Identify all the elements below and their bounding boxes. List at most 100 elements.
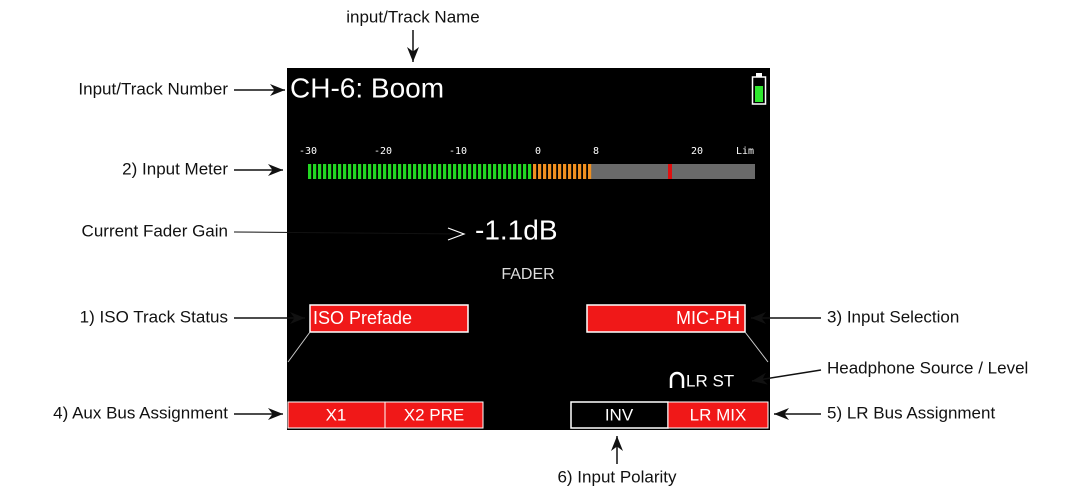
meter-segment [548,164,552,179]
polarity: INV [605,405,634,424]
meter-segment [568,164,572,179]
lr-box [667,401,769,429]
aux-box [287,401,386,429]
meter-segment [323,164,327,179]
meter-segment [318,164,322,179]
meter-segment [518,164,522,179]
aux-box [384,401,484,429]
meter-segment [543,164,547,179]
meter-scale-label: 20 [691,146,703,157]
fader-label: FADER [501,266,554,283]
meter-segment [503,164,507,179]
meter-segment [533,164,537,179]
meter-segment [383,164,387,179]
meter-segment [388,164,392,179]
annotation: 3) Input Selection [827,307,959,326]
meter-segment [523,164,527,179]
annotation: Current Fader Gain [82,221,228,240]
battery-icon [751,73,767,105]
fader-gain: -1.1dB [475,214,558,245]
meter-segment [433,164,437,179]
meter-segment [423,164,427,179]
meter-segment [468,164,472,179]
meter-segment [448,164,452,179]
input-box [586,304,746,333]
meter-segment [563,164,567,179]
meter-segment [473,164,477,179]
headphone-source: LR ST [686,371,734,390]
meter-segment [588,164,592,179]
meter-segment [538,164,542,179]
meter-segment [353,164,357,179]
annotation: input/Track Name [346,7,480,26]
arrow [751,369,822,385]
arrow [233,231,463,235]
meter-segment [578,164,582,179]
arrow-head [447,227,466,241]
meter-segment [393,164,397,179]
track-title: CH-6: Boom [290,72,444,103]
meter-segment [403,164,407,179]
screen [287,68,770,430]
annotation: Headphone Source / Level [827,358,1028,377]
meter-segment [398,164,402,179]
meter-segment [528,164,532,179]
meter-scale-label: Lim [736,146,754,157]
headphone-icon [669,371,685,388]
meter-segment [483,164,487,179]
meter-segment [553,164,557,179]
meter-segment [378,164,382,179]
connector [744,331,769,363]
lr-bus: LR MIX [690,405,747,424]
meter-segment [458,164,462,179]
meter-segment [488,164,492,179]
meter-scale-label: -20 [374,146,392,157]
meter-segment [363,164,367,179]
aux-bus: X1 [326,405,347,424]
meter-segment [493,164,497,179]
meter-segment [438,164,442,179]
meter-segment [513,164,517,179]
meter-segment [413,164,417,179]
meter-segment [358,164,362,179]
input-selection: MIC-PH [676,308,740,328]
meter-segment [508,164,512,179]
meter-segment [583,164,587,179]
meter-segment [373,164,377,179]
meter-scale-label: 0 [535,146,541,157]
meter-scale-label: -10 [449,146,467,157]
annotation: 5) LR Bus Assignment [827,403,995,422]
annotation: 4) Aux Bus Assignment [53,403,228,422]
annotation: Input/Track Number [78,79,228,98]
meter-segment [498,164,502,179]
connector [287,331,311,363]
aux-bus: X2 PRE [404,405,464,424]
meter-segment [348,164,352,179]
meter-segment [453,164,457,179]
meter-segment [428,164,432,179]
meter-segment [478,164,482,179]
annotation: 1) ISO Track Status [80,307,228,326]
annotation: 2) Input Meter [122,159,228,178]
iso-status: ISO Prefade [313,308,412,328]
meter-segment [308,164,312,179]
meter-segment [328,164,332,179]
meter-segment [368,164,372,179]
meter-segment [343,164,347,179]
meter-segment [418,164,422,179]
input-meter [308,164,755,179]
annotation: 6) Input Polarity [557,467,677,486]
meter-scale-label: 8 [593,146,599,157]
meter-segment [333,164,337,179]
meter-segment [558,164,562,179]
meter-segment [408,164,412,179]
meter-segment [313,164,317,179]
meter-segment [573,164,577,179]
polarity-box [570,401,669,429]
meter-scale-label: -30 [299,146,317,157]
meter-segment [338,164,342,179]
meter-segment [463,164,467,179]
iso-box [309,304,469,333]
meter-segment [443,164,447,179]
